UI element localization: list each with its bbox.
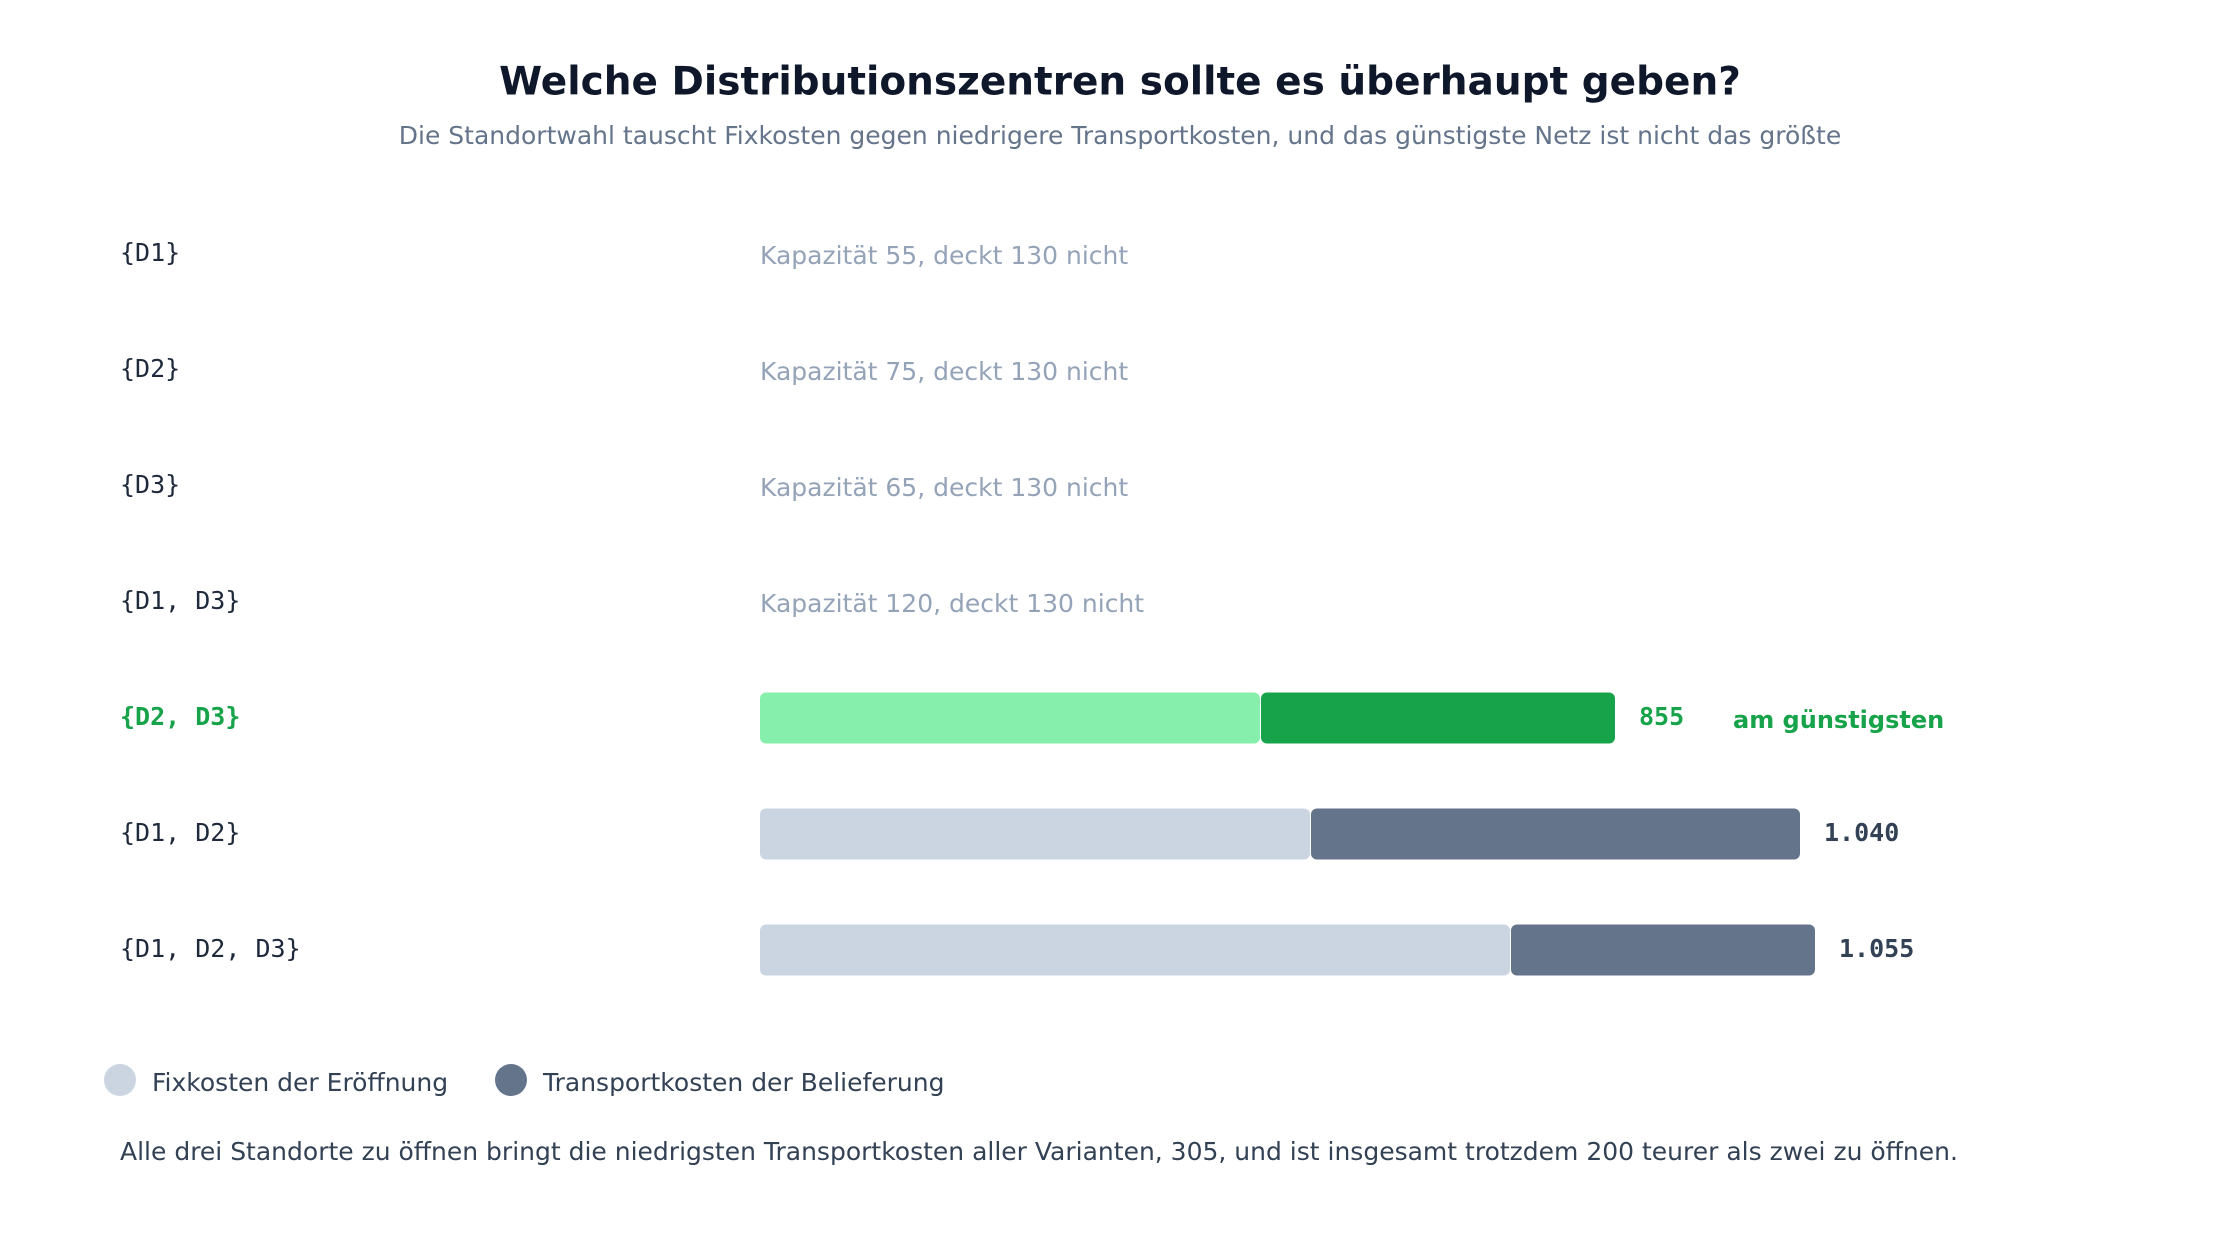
legend-swatch (104, 1064, 136, 1096)
bar-segment (1311, 808, 1800, 860)
highlight-label: am günstigsten (1733, 706, 1944, 734)
infeasible-note: Kapazität 55, deckt 130 nicht (760, 241, 1128, 270)
legend-label: Fixkosten der Eröffnung (152, 1068, 448, 1097)
infeasible-note: Kapazität 65, deckt 130 nicht (760, 473, 1128, 502)
category-label: {D1, D2} (120, 818, 240, 847)
chart-title: Welche Distributionszentren sollte es üb… (499, 60, 1741, 105)
infeasible-note: Kapazität 120, deckt 130 nicht (760, 589, 1144, 618)
bar-segment (760, 924, 1510, 976)
total-label: 1.055 (1839, 934, 1914, 963)
category-label: {D1, D3} (120, 586, 240, 615)
infeasible-note: Kapazität 75, deckt 130 nicht (760, 357, 1128, 386)
category-label: {D3} (120, 470, 180, 499)
bar-segment (1511, 924, 1815, 976)
total-label: 1.040 (1824, 818, 1899, 847)
chart-subtitle: Die Standortwahl tauscht Fixkosten gegen… (399, 121, 1841, 150)
legend-swatch (495, 1064, 527, 1096)
category-label: {D2} (120, 354, 180, 383)
category-label: {D1, D2, D3} (120, 934, 301, 963)
footnote: Alle drei Standorte zu öffnen bringt die… (120, 1137, 1958, 1166)
category-label: {D2, D3} (120, 702, 240, 731)
bar-segment (760, 808, 1310, 860)
category-label: {D1} (120, 238, 180, 267)
bar-segment (1261, 692, 1615, 744)
total-label: 855 (1639, 702, 1684, 731)
bar-segment (760, 692, 1260, 744)
legend-label: Transportkosten der Belieferung (542, 1068, 945, 1097)
